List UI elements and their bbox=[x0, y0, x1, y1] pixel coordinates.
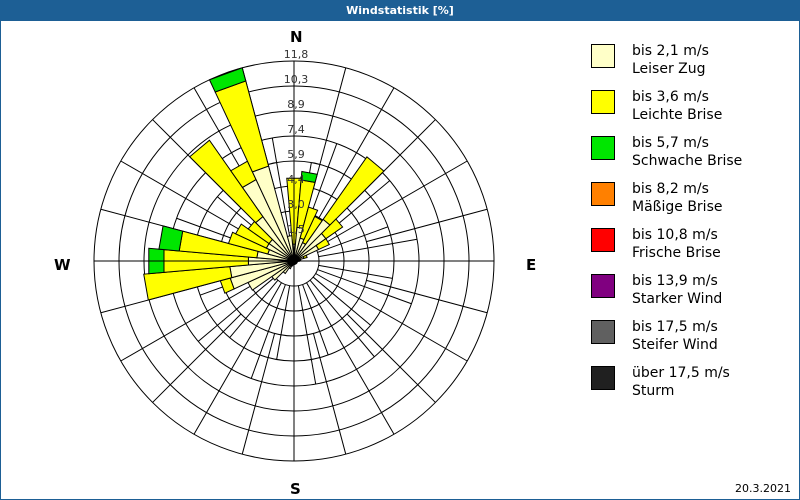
legend-name: Leichte Brise bbox=[632, 107, 723, 123]
ring-label: 5,9 bbox=[287, 148, 305, 161]
legend-swatch bbox=[591, 90, 615, 114]
direction-west-label: W bbox=[54, 256, 71, 274]
legend-swatch bbox=[591, 366, 615, 390]
legend-swatch bbox=[591, 320, 615, 344]
legend-text: bis 5,7 m/s Schwache Brise bbox=[632, 134, 742, 170]
legend-text: bis 8,2 m/s Mäßige Brise bbox=[632, 180, 722, 216]
ring-label: 1,5 bbox=[287, 223, 305, 236]
direction-south-label: S bbox=[290, 480, 301, 498]
legend-name: Frische Brise bbox=[632, 245, 721, 261]
legend-range: bis 5,7 m/s bbox=[632, 135, 709, 151]
legend-text: bis 10,8 m/s Frische Brise bbox=[632, 226, 721, 262]
wind-rose-chart: 1,5 3,0 4,4 5,9 7,4 8,9 10,3 11,8 bbox=[93, 48, 495, 462]
legend-swatch bbox=[591, 274, 615, 298]
legend-text: über 17,5 m/s Sturm bbox=[632, 364, 730, 400]
direction-east-label: E bbox=[526, 256, 537, 274]
ring-label: 7,4 bbox=[287, 123, 305, 136]
legend-name: Starker Wind bbox=[632, 291, 723, 307]
chart-title: Windstatistik [%] bbox=[1, 1, 799, 21]
legend-name: Schwache Brise bbox=[632, 153, 743, 169]
legend-name: Sturm bbox=[632, 383, 675, 399]
legend-text: bis 3,6 m/s Leichte Brise bbox=[632, 88, 722, 124]
legend-text: bis 2,1 m/s Leiser Zug bbox=[632, 42, 709, 78]
legend-range: bis 10,8 m/s bbox=[632, 227, 718, 243]
ring-label: 4,4 bbox=[287, 173, 305, 186]
legend-name: Leiser Zug bbox=[632, 61, 706, 77]
legend-range: bis 17,5 m/s bbox=[632, 319, 718, 335]
legend-swatch bbox=[591, 228, 615, 252]
legend-range: bis 3,6 m/s bbox=[632, 89, 709, 105]
date-label: 20.3.2021 bbox=[735, 482, 791, 495]
ring-label: 11,8 bbox=[284, 48, 309, 61]
legend-swatch bbox=[591, 44, 615, 68]
legend-swatch bbox=[591, 136, 615, 160]
direction-north-label: N bbox=[290, 28, 303, 46]
legend-text: bis 13,9 m/s Starker Wind bbox=[632, 272, 722, 308]
legend-name: Mäßige Brise bbox=[632, 199, 723, 215]
legend-range: bis 13,9 m/s bbox=[632, 273, 718, 289]
legend-name: Steifer Wind bbox=[632, 337, 718, 353]
legend-text: bis 17,5 m/s Steifer Wind bbox=[632, 318, 718, 354]
legend-range: bis 2,1 m/s bbox=[632, 43, 709, 59]
ring-label: 10,3 bbox=[284, 73, 309, 86]
legend-range: über 17,5 m/s bbox=[632, 365, 730, 381]
legend-swatch bbox=[591, 182, 615, 206]
legend-range: bis 8,2 m/s bbox=[632, 181, 709, 197]
ring-label: 3,0 bbox=[287, 198, 305, 211]
ring-label: 8,9 bbox=[287, 98, 305, 111]
